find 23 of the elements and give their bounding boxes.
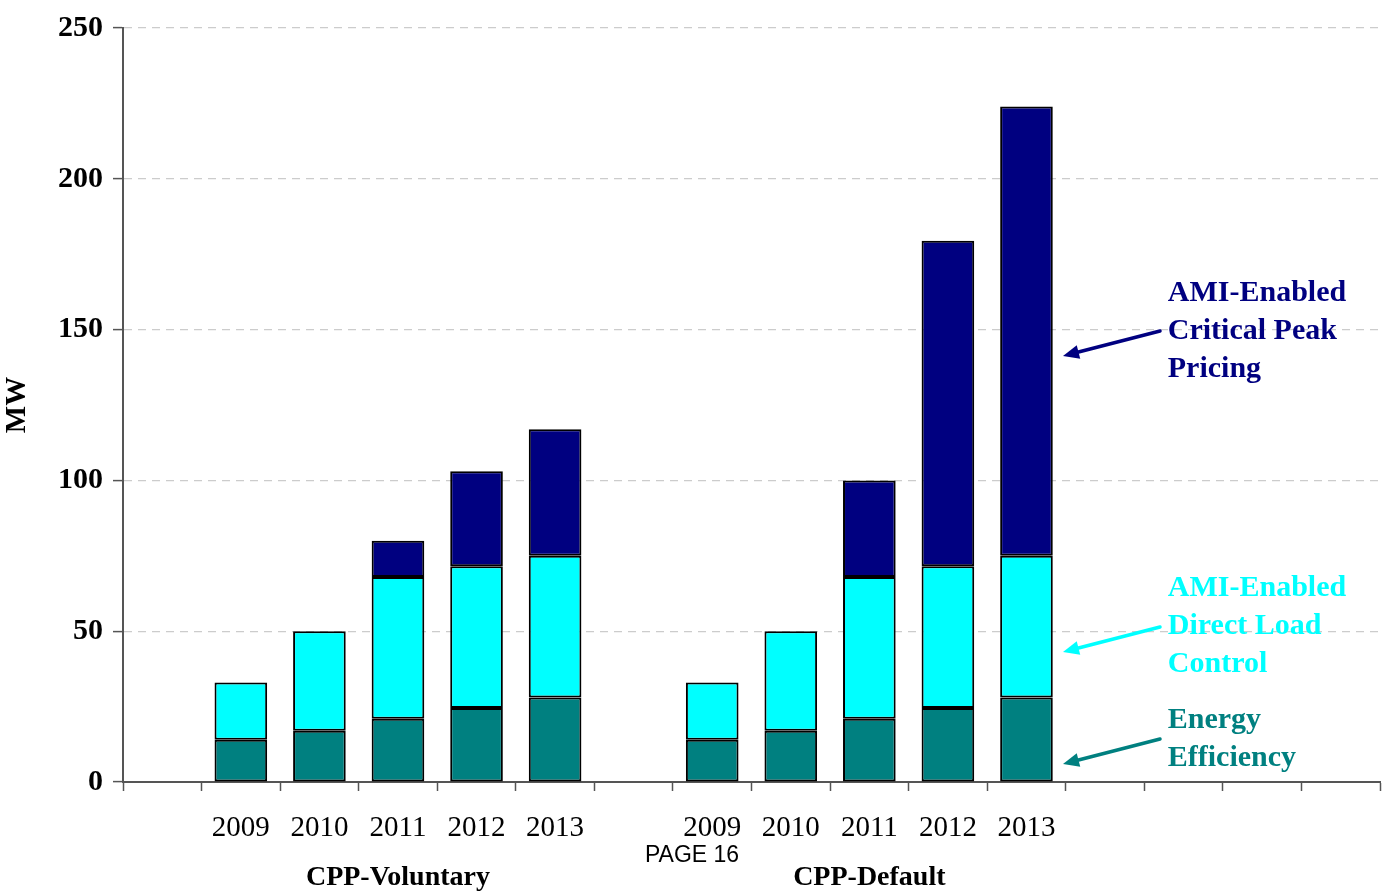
y-tick-label: 250: [58, 8, 103, 42]
x-tick-label: 2013: [997, 810, 1056, 843]
y-axis-title: MW: [0, 376, 31, 434]
legend-label: AMI-Enabled Direct Load Control: [1167, 569, 1347, 679]
y-tick-label: 0: [88, 762, 103, 796]
y-tick-label: 50: [73, 611, 103, 645]
y-tick-label: 100: [58, 461, 103, 495]
text: PAGE 16: [644, 841, 740, 868]
y-tick-label: 200: [58, 159, 103, 193]
x-tick-label: 2009: [211, 810, 270, 843]
x-tick-label: 2011: [840, 810, 898, 843]
x-tick-label: 2010: [290, 810, 349, 843]
legend-label: Energy Efficiency: [1167, 701, 1297, 773]
legend-label: AMI-Enabled Critical Peak Pricing: [1167, 273, 1347, 383]
y-tick-label: 150: [58, 310, 103, 344]
x-tick-label: 2013: [526, 810, 585, 843]
x-tick-label: 2011: [369, 810, 427, 843]
text: CPP-Voluntary: [305, 860, 491, 892]
x-tick-label: 2012: [918, 810, 977, 843]
text: CPP-Default: [793, 860, 947, 892]
x-tick-label: 2009: [683, 810, 742, 843]
x-tick-label: 2012: [447, 810, 506, 843]
x-tick-label: 2010: [761, 810, 820, 843]
